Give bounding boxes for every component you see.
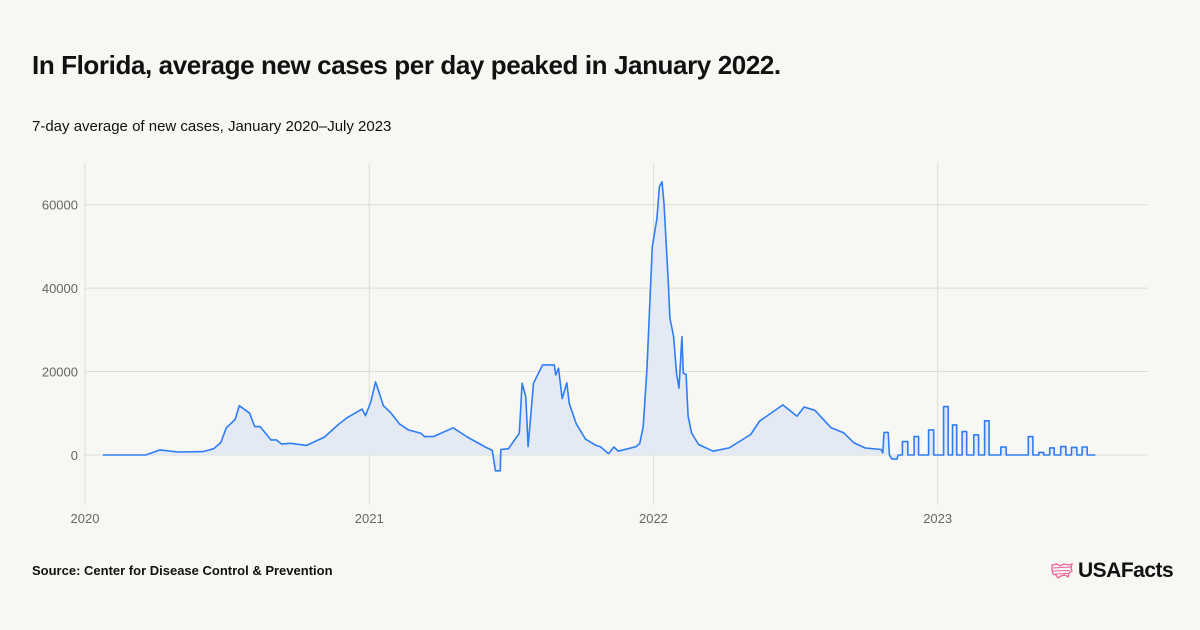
series-area (102, 181, 1096, 471)
x-tick-label: 2021 (355, 511, 384, 526)
y-tick-label: 20000 (42, 365, 78, 380)
x-tick-label: 2020 (71, 511, 100, 526)
usafacts-logo[interactable]: USAFacts (1050, 559, 1174, 583)
y-tick-label: 40000 (42, 281, 78, 296)
series-line (102, 181, 1096, 472)
source-note: Source: Center for Disease Control & Pre… (32, 563, 333, 578)
chart-title: In Florida, average new cases per day pe… (32, 50, 781, 80)
y-tick-label: 0 (71, 448, 78, 463)
chart-subtitle: 7-day average of new cases, January 2020… (32, 118, 392, 135)
y-tick-label: 60000 (42, 198, 78, 213)
logo-text: USAFacts (1078, 559, 1174, 582)
x-tick-label: 2022 (639, 511, 668, 526)
x-tick-label: 2023 (923, 511, 952, 526)
axis-ticks: 0 20000 40000 60000 2020 2021 2022 2023 (42, 198, 952, 526)
us-map-flag-icon (1051, 563, 1073, 579)
